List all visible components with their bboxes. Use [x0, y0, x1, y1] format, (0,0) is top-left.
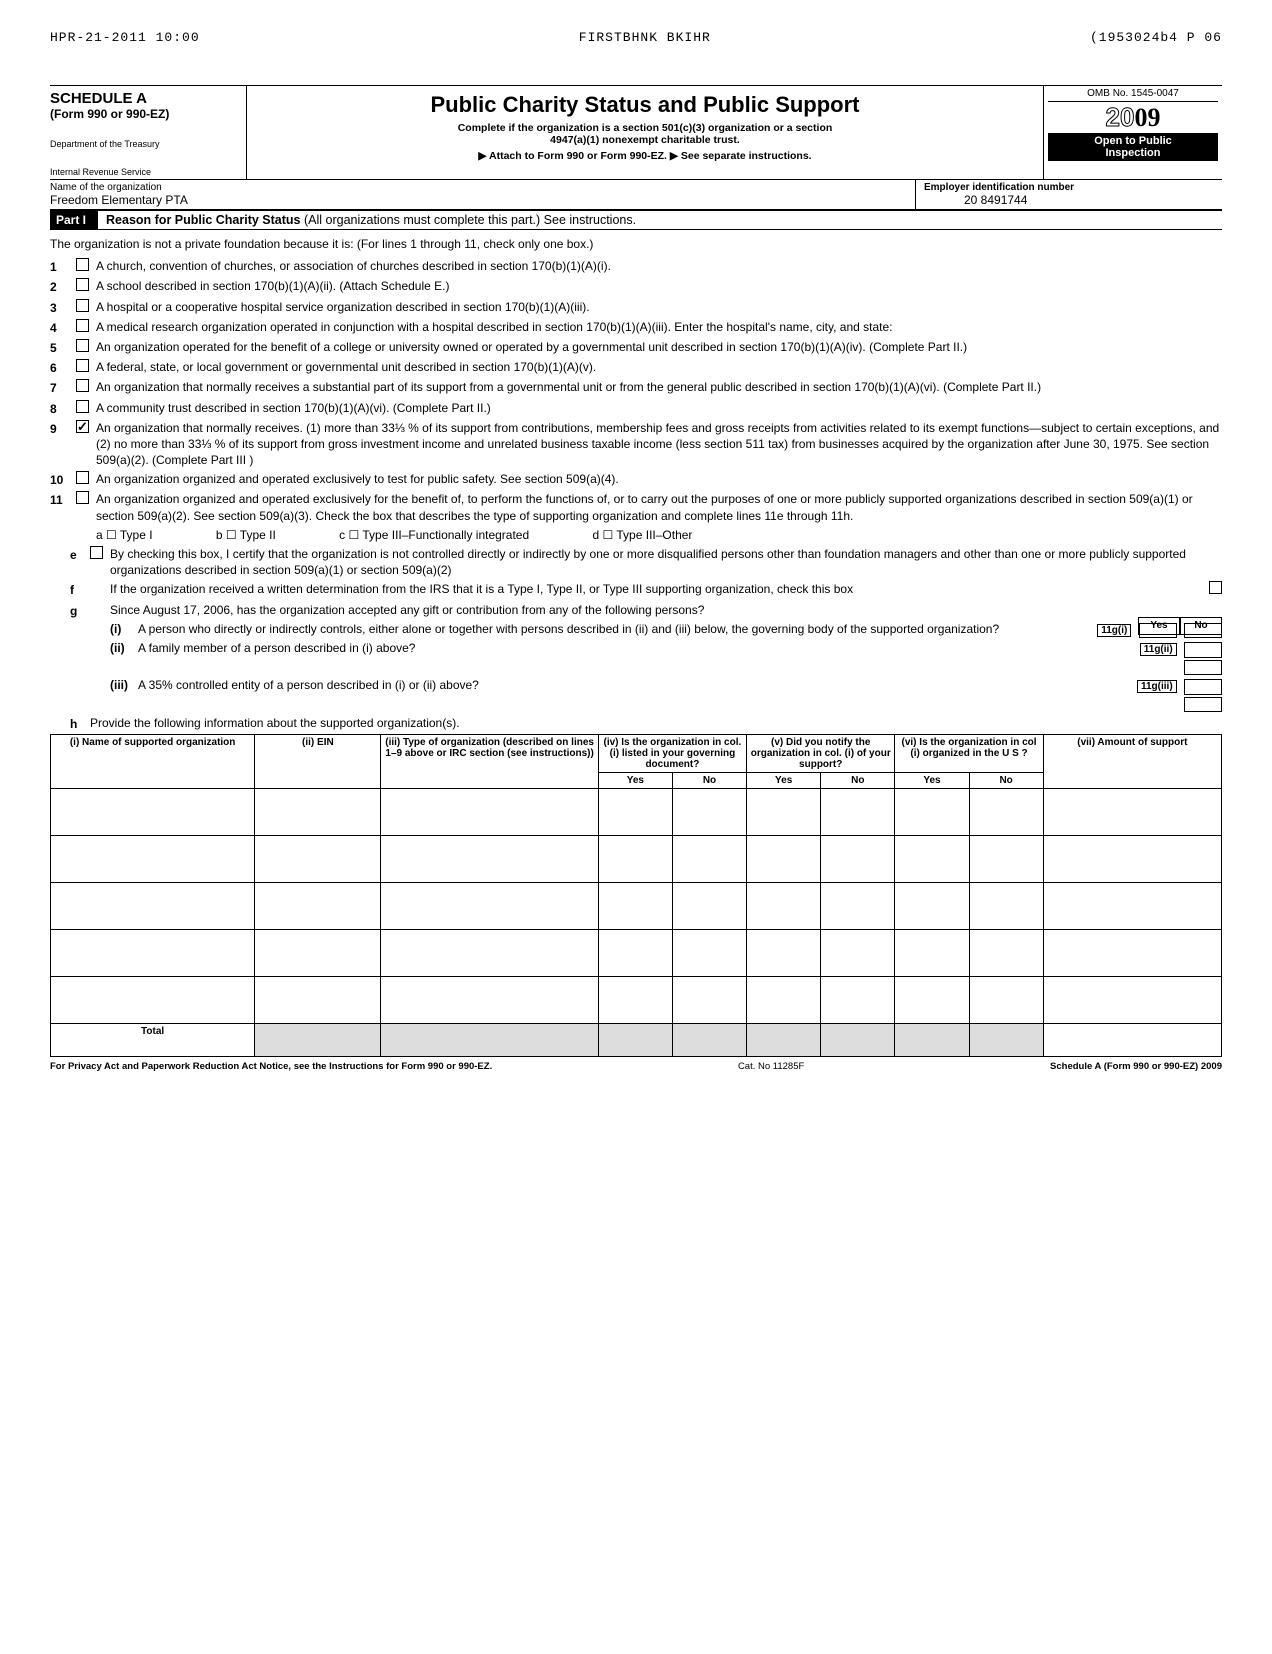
- checkbox-8[interactable]: [76, 400, 89, 413]
- checkbox-4[interactable]: [76, 319, 89, 332]
- omb-number: OMB No. 1545-0047: [1048, 88, 1218, 102]
- yes-no-header: Yes No: [1094, 617, 1222, 635]
- line-g-ii: (ii) A family member of a person describ…: [110, 640, 1222, 675]
- line-2: 2 A school described in section 170(b)(1…: [50, 278, 1222, 295]
- th-type: (iii) Type of organization (described on…: [381, 735, 598, 789]
- checkbox-5[interactable]: [76, 339, 89, 352]
- th-amount: (vii) Amount of support: [1043, 735, 1221, 789]
- subtitle-1: Complete if the organization is a sectio…: [255, 122, 1035, 134]
- th-us: (vi) Is the organization in col (i) orga…: [895, 735, 1043, 773]
- type-b[interactable]: b ☐ Type II: [216, 527, 276, 543]
- part1-tag: Part I: [50, 211, 98, 229]
- line-g-i: (i) A person who directly or indirectly …: [110, 621, 1222, 639]
- table-row: [51, 789, 1222, 836]
- name-ein-row: Name of the organization Freedom Element…: [50, 180, 1222, 210]
- table-row: [51, 883, 1222, 930]
- type-c[interactable]: c ☐ Type III–Functionally integrated: [339, 527, 529, 543]
- type-row: a ☐ Type I b ☐ Type II c ☐ Type III–Func…: [96, 527, 1222, 543]
- dept-treasury: Department of the Treasury: [50, 139, 240, 149]
- checkbox-6[interactable]: [76, 359, 89, 372]
- form-title: Public Charity Status and Public Support: [255, 92, 1035, 118]
- line-4: 4 A medical research organization operat…: [50, 319, 1222, 336]
- open-to-public: Open to Public Inspection: [1048, 133, 1218, 161]
- th-listed: (iv) Is the organization in col. (i) lis…: [598, 735, 746, 773]
- header-right: OMB No. 1545-0047 2009 Open to Public In…: [1043, 86, 1222, 179]
- th-notify: (v) Did you notify the organization in c…: [747, 735, 895, 773]
- fax-left: HPR-21-2011 10:00: [50, 30, 200, 45]
- checkbox-7[interactable]: [76, 379, 89, 392]
- ref-giii: 11g(iii): [1137, 680, 1177, 693]
- line-f: f If the organization received a written…: [70, 581, 1222, 598]
- checkbox-1[interactable]: [76, 258, 89, 271]
- checkbox-10[interactable]: [76, 471, 89, 484]
- attach-instruction: ▶ Attach to Form 990 or Form 990-EZ. ▶ S…: [255, 150, 1035, 162]
- org-name-value: Freedom Elementary PTA: [50, 193, 911, 207]
- fax-center: FIRSTBHNK BKIHR: [579, 30, 711, 45]
- line-3: 3 A hospital or a cooperative hospital s…: [50, 299, 1222, 316]
- line-7: 7 An organization that normally receives…: [50, 379, 1222, 396]
- year-outline: 20: [1106, 102, 1135, 132]
- line-8: 8 A community trust described in section…: [50, 400, 1222, 417]
- type-d[interactable]: d ☐ Type III–Other: [593, 527, 693, 543]
- ein-label: Employer identification number: [924, 182, 1214, 193]
- schedule-label: SCHEDULE A: [50, 90, 240, 107]
- subtitle-2: 4947(a)(1) nonexempt charitable trust.: [255, 134, 1035, 146]
- part1-title: Reason for Public Charity Status (All or…: [106, 213, 636, 227]
- table-row: [51, 977, 1222, 1024]
- line-9: 9 An organization that normally receives…: [50, 420, 1222, 469]
- type-a[interactable]: a ☐ Type I: [96, 527, 153, 543]
- th-ein: (ii) EIN: [255, 735, 381, 789]
- footer-left: For Privacy Act and Paperwork Reduction …: [50, 1061, 492, 1072]
- checkbox-9[interactable]: [76, 420, 89, 433]
- footer-center: Cat. No 11285F: [738, 1061, 804, 1072]
- fax-header: HPR-21-2011 10:00 FIRSTBHNK BKIHR (19530…: [50, 30, 1222, 45]
- form-label: (Form 990 or 990-EZ): [50, 107, 240, 121]
- checkbox-f[interactable]: [1209, 581, 1222, 594]
- ein-cell: Employer identification number 20 849174…: [915, 180, 1222, 209]
- line-6: 6 A federal, state, or local government …: [50, 359, 1222, 376]
- table-row: [51, 930, 1222, 977]
- header-center: Public Charity Status and Public Support…: [247, 86, 1043, 179]
- ref-gii: 11g(ii): [1140, 643, 1177, 656]
- line-5: 5 An organization operated for the benef…: [50, 339, 1222, 356]
- intro-text: The organization is not a private founda…: [50, 236, 1222, 252]
- total-row: Total: [51, 1024, 1222, 1057]
- supported-org-table: (i) Name of supported organization (ii) …: [50, 734, 1222, 1057]
- header-left: SCHEDULE A (Form 990 or 990-EZ) Departme…: [50, 86, 247, 179]
- line-11: 11 An organization organized and operate…: [50, 491, 1222, 523]
- org-name-cell: Name of the organization Freedom Element…: [50, 180, 915, 209]
- th-name: (i) Name of supported organization: [51, 735, 255, 789]
- dept-irs: Internal Revenue Service: [50, 167, 240, 177]
- page-footer: For Privacy Act and Paperwork Reduction …: [50, 1061, 1222, 1072]
- line-h: h Provide the following information abou…: [70, 715, 1222, 732]
- lines-container: 1 A church, convention of churches, or a…: [50, 258, 1222, 732]
- table-row: [51, 836, 1222, 883]
- checkbox-e[interactable]: [90, 546, 103, 559]
- line-g: g Since August 17, 2006, has the organiz…: [70, 602, 1222, 619]
- checkbox-3[interactable]: [76, 299, 89, 312]
- part1-header: Part I Reason for Public Charity Status …: [50, 210, 1222, 230]
- footer-right: Schedule A (Form 990 or 990-EZ) 2009: [1050, 1061, 1222, 1072]
- ein-value: 20 8491744: [924, 193, 1214, 207]
- line-10: 10 An organization organized and operate…: [50, 471, 1222, 488]
- form-header-box: SCHEDULE A (Form 990 or 990-EZ) Departme…: [50, 85, 1222, 180]
- org-name-label: Name of the organization: [50, 182, 911, 193]
- fax-right: (1953024b4 P 06: [1090, 30, 1222, 45]
- line-e: e By checking this box, I certify that t…: [70, 546, 1222, 578]
- tax-year: 2009: [1048, 102, 1218, 133]
- line-1: 1 A church, convention of churches, or a…: [50, 258, 1222, 275]
- checkbox-11[interactable]: [76, 491, 89, 504]
- checkbox-2[interactable]: [76, 278, 89, 291]
- line-g-iii: (iii) A 35% controlled entity of a perso…: [110, 677, 1222, 712]
- year-bold: 09: [1134, 103, 1160, 132]
